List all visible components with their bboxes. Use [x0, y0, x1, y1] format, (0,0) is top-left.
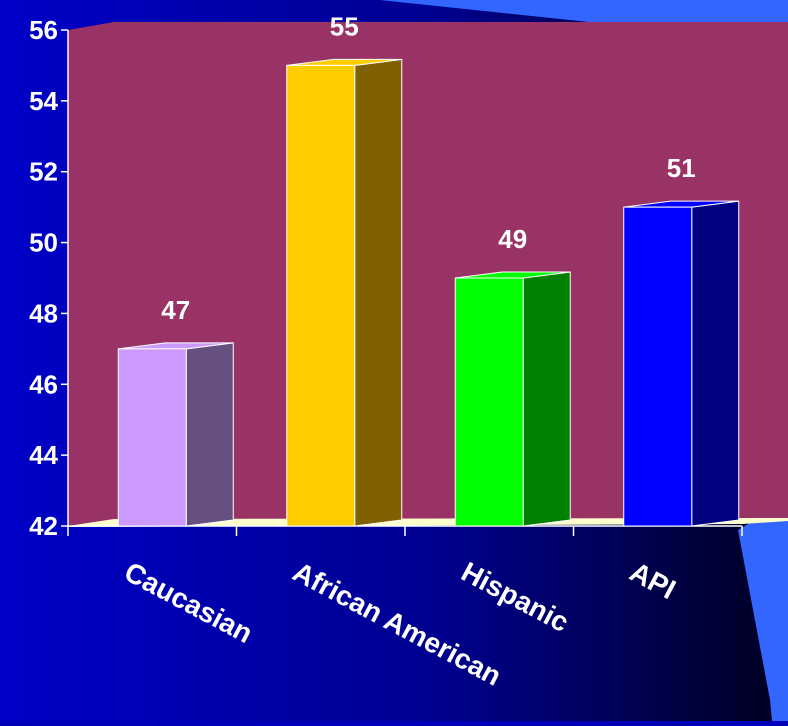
bar-api	[623, 200, 740, 527]
data-label: 47	[161, 295, 190, 325]
bar-hispanic	[454, 271, 571, 527]
y-tick-label: 52	[29, 157, 58, 187]
y-tick-label: 54	[29, 86, 58, 116]
bar-front-face	[286, 64, 356, 527]
y-tick-label: 56	[29, 15, 58, 45]
bar-side-face	[691, 200, 740, 527]
bar-side-face	[522, 271, 571, 527]
accent-shape-right	[738, 500, 788, 721]
y-tick-label: 44	[29, 440, 58, 470]
bar-front-face	[117, 348, 187, 527]
plot-floor	[68, 518, 788, 527]
y-tick-label: 50	[29, 228, 58, 258]
bar-front-face	[454, 277, 524, 527]
bar-caucasian	[117, 342, 234, 527]
value-labels: 47 55 49 51	[161, 11, 695, 324]
bar-african-american	[286, 58, 403, 527]
y-tick-label: 42	[29, 511, 58, 541]
data-label: 51	[667, 153, 696, 183]
data-label: 55	[330, 11, 359, 41]
x-axis-ticks	[67, 526, 743, 536]
bar-front-face	[623, 206, 693, 527]
y-tick-label: 46	[29, 369, 58, 399]
y-axis-ticks: 42 44 46 48 50 52 54 56	[29, 15, 68, 541]
bar-side-face	[185, 342, 234, 527]
bars	[117, 58, 740, 527]
plot-wall	[68, 22, 788, 526]
bar-side-face	[354, 58, 403, 527]
y-tick-label: 48	[29, 298, 58, 328]
data-label: 49	[498, 224, 527, 254]
